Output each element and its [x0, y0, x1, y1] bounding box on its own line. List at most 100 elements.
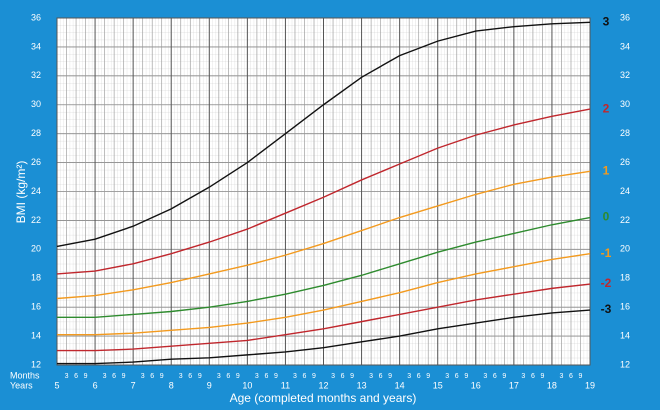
x-tick-label: 8	[169, 380, 174, 390]
y2-tick-label: 26	[620, 157, 630, 167]
month-tick-label: 9	[426, 373, 430, 380]
months-label: Months	[10, 370, 40, 380]
series-line	[57, 283, 591, 352]
y-tick-label: 32	[31, 70, 41, 80]
x-tick-label: 17	[509, 380, 519, 390]
x-tick-label: 13	[357, 380, 367, 390]
month-tick-label: 3	[65, 373, 69, 380]
series-line	[57, 216, 591, 318]
y-tick-label: 14	[31, 330, 41, 340]
month-tick-label: 9	[350, 373, 354, 380]
month-tick-label: 3	[179, 373, 183, 380]
y-tick-label: 26	[31, 157, 41, 167]
x-tick-label: 7	[131, 380, 136, 390]
month-tick-label: 6	[493, 373, 497, 380]
x-tick-label: 6	[93, 380, 98, 390]
series-line	[57, 252, 591, 336]
y-tick-label: 12	[31, 359, 41, 369]
x-tick-label: 14	[395, 380, 405, 390]
series-label: -1	[601, 246, 612, 260]
x-tick-label: 5	[54, 380, 59, 390]
y2-tick-label: 24	[620, 186, 630, 196]
month-tick-label: 6	[150, 373, 154, 380]
month-tick-label: 9	[312, 373, 316, 380]
x-tick-label: 9	[207, 380, 212, 390]
y2-tick-label: 20	[620, 244, 630, 254]
series-line	[57, 309, 591, 365]
y2-tick-label: 12	[620, 359, 630, 369]
y2-tick-label: 32	[620, 70, 630, 80]
month-tick-label: 3	[255, 373, 259, 380]
month-tick-label: 6	[226, 373, 230, 380]
month-tick-label: 3	[559, 373, 563, 380]
y-tick-label: 22	[31, 215, 41, 225]
month-tick-label: 3	[217, 373, 221, 380]
month-tick-label: 9	[160, 373, 164, 380]
month-tick-label: 6	[188, 373, 192, 380]
month-tick-label: 6	[379, 373, 383, 380]
y2-tick-label: 22	[620, 215, 630, 225]
month-tick-label: 6	[569, 373, 573, 380]
x-tick-label: 19	[585, 380, 595, 390]
month-tick-label: 9	[274, 373, 278, 380]
x-axis-title: Age (completed months and years)	[230, 391, 417, 405]
y-tick-label: 16	[31, 302, 41, 312]
y2-tick-label: 18	[620, 273, 630, 283]
series-label: -2	[601, 276, 612, 290]
y2-tick-label: 28	[620, 128, 630, 138]
month-tick-label: 9	[502, 373, 506, 380]
month-tick-label: 9	[198, 373, 202, 380]
x-tick-label: 10	[242, 380, 252, 390]
month-tick-label: 6	[112, 373, 116, 380]
x-tick-label: 18	[547, 380, 557, 390]
y-axis-title: BMI (kg/m²)	[14, 161, 28, 224]
y-tick-label: 30	[31, 99, 41, 109]
y-tick-label: 18	[31, 273, 41, 283]
month-tick-label: 3	[141, 373, 145, 380]
y-tick-label: 20	[31, 244, 41, 254]
series-label: 1	[603, 163, 610, 177]
month-tick-label: 9	[579, 373, 583, 380]
plot-border	[56, 17, 591, 366]
x-tick-label: 16	[471, 380, 481, 390]
y2-tick-label: 36	[620, 12, 630, 22]
month-tick-label: 3	[407, 373, 411, 380]
series-label: -3	[601, 302, 612, 316]
month-tick-label: 9	[236, 373, 240, 380]
month-tick-label: 3	[483, 373, 487, 380]
series-label: 0	[603, 210, 610, 224]
month-tick-label: 3	[331, 373, 335, 380]
x-tick-label: 11	[281, 380, 290, 390]
month-tick-label: 6	[303, 373, 307, 380]
month-tick-label: 3	[293, 373, 297, 380]
month-tick-label: 9	[540, 373, 544, 380]
y-tick-label: 24	[31, 186, 41, 196]
x-tick-label: 12	[318, 380, 328, 390]
y2-tick-label: 30	[620, 99, 630, 109]
month-tick-label: 3	[369, 373, 373, 380]
month-tick-label: 6	[455, 373, 459, 380]
y2-tick-label: 14	[620, 330, 630, 340]
y2-tick-label: 16	[620, 302, 630, 312]
y-tick-label: 36	[31, 12, 41, 22]
month-tick-label: 3	[445, 373, 449, 380]
x-tick-label: 15	[433, 380, 443, 390]
month-tick-label: 3	[521, 373, 525, 380]
series-label: 3	[603, 15, 610, 29]
month-tick-label: 6	[417, 373, 421, 380]
month-tick-label: 9	[464, 373, 468, 380]
month-tick-label: 6	[74, 373, 78, 380]
y-tick-label: 28	[31, 128, 41, 138]
series-label: 2	[603, 101, 610, 115]
series-line	[56, 108, 591, 275]
month-tick-label: 9	[84, 373, 88, 380]
years-label: Years	[10, 380, 33, 390]
y-tick-label: 34	[31, 41, 41, 51]
month-tick-label: 6	[341, 373, 345, 380]
y2-tick-label: 34	[620, 41, 630, 51]
month-tick-label: 9	[122, 373, 126, 380]
series-line	[56, 21, 591, 248]
month-tick-label: 6	[531, 373, 535, 380]
